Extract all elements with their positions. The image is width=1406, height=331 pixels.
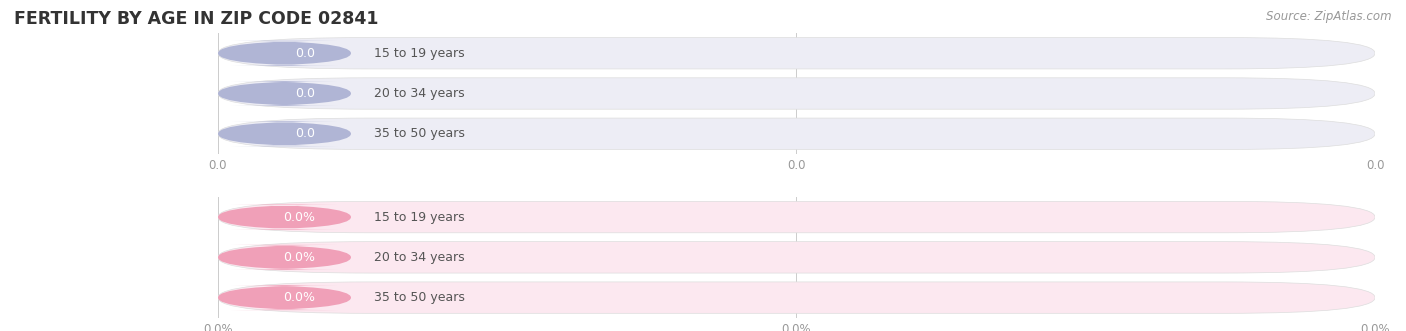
FancyBboxPatch shape: [218, 78, 1375, 109]
Text: 0.0%: 0.0%: [283, 291, 315, 304]
FancyBboxPatch shape: [218, 37, 1375, 69]
Text: 35 to 50 years: 35 to 50 years: [374, 127, 465, 140]
FancyBboxPatch shape: [218, 205, 352, 230]
Text: 0.0%: 0.0%: [283, 211, 315, 223]
Text: 35 to 50 years: 35 to 50 years: [374, 291, 465, 304]
Text: 20 to 34 years: 20 to 34 years: [374, 87, 465, 100]
FancyBboxPatch shape: [218, 201, 1375, 233]
Text: 15 to 19 years: 15 to 19 years: [374, 47, 465, 60]
Text: 0.0: 0.0: [295, 47, 315, 60]
Text: 15 to 19 years: 15 to 19 years: [374, 211, 465, 223]
FancyBboxPatch shape: [218, 41, 352, 66]
FancyBboxPatch shape: [218, 282, 1375, 313]
FancyBboxPatch shape: [218, 121, 352, 146]
FancyBboxPatch shape: [218, 118, 1375, 150]
FancyBboxPatch shape: [218, 81, 352, 106]
FancyBboxPatch shape: [218, 285, 352, 310]
Text: FERTILITY BY AGE IN ZIP CODE 02841: FERTILITY BY AGE IN ZIP CODE 02841: [14, 10, 378, 28]
Text: Source: ZipAtlas.com: Source: ZipAtlas.com: [1267, 10, 1392, 23]
Text: 20 to 34 years: 20 to 34 years: [374, 251, 465, 264]
Text: 0.0: 0.0: [295, 127, 315, 140]
Text: 0.0%: 0.0%: [283, 251, 315, 264]
Text: 0.0: 0.0: [295, 87, 315, 100]
FancyBboxPatch shape: [218, 245, 352, 270]
FancyBboxPatch shape: [218, 242, 1375, 273]
